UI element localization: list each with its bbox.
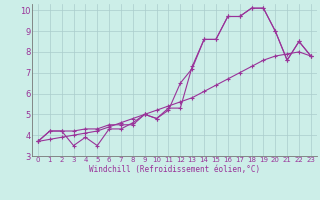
X-axis label: Windchill (Refroidissement éolien,°C): Windchill (Refroidissement éolien,°C): [89, 165, 260, 174]
